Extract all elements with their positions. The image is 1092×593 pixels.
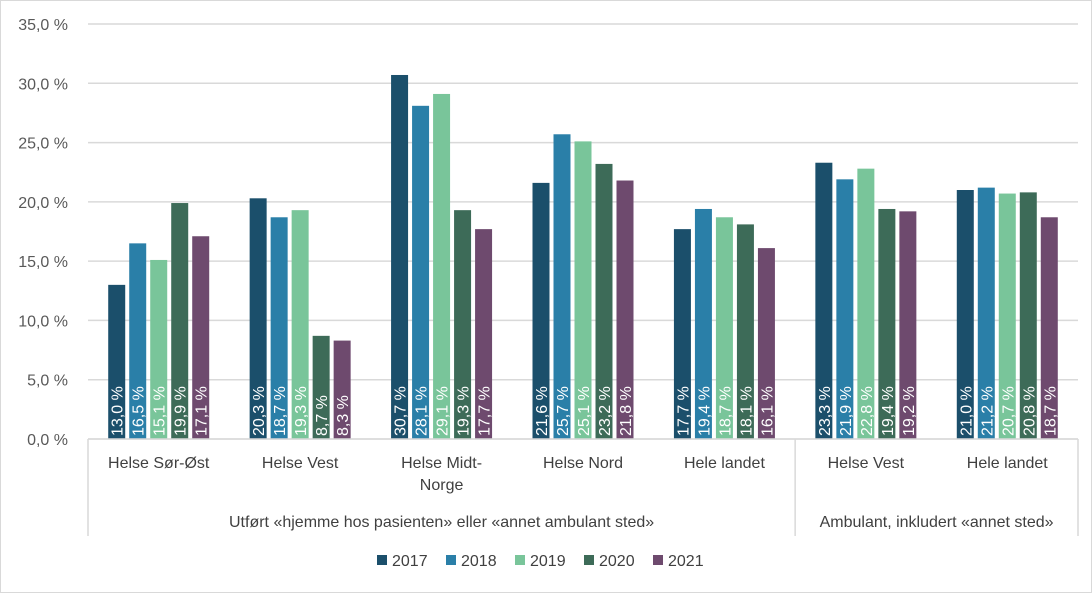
bar-2019 (291, 210, 309, 439)
bar-2020 (312, 335, 330, 439)
data-label: 23,2 % (597, 386, 614, 436)
bar-2020 (454, 210, 472, 439)
x-tick-label: Hele landet (684, 455, 766, 472)
legend-label: 2018 (461, 553, 497, 570)
data-label: 19,2 % (901, 386, 918, 436)
legend-swatch-2018 (446, 555, 456, 565)
bar-2021 (1040, 217, 1058, 439)
x-tick-label: Helse Nord (543, 455, 623, 472)
bar-2018 (694, 208, 712, 439)
bar-2019 (433, 93, 451, 439)
bar-2017 (815, 162, 833, 439)
data-label: 17,1 % (194, 386, 211, 436)
data-label: 21,6 % (534, 386, 551, 436)
legend-swatch-2017 (377, 555, 387, 565)
legend-label: 2020 (599, 553, 635, 570)
bar-2021 (757, 248, 775, 439)
legend-swatch-2020 (584, 555, 594, 565)
data-label: 22,8 % (859, 386, 876, 436)
bar-2019 (574, 141, 592, 439)
bar-2017 (108, 284, 126, 439)
data-label: 17,7 % (675, 386, 692, 436)
data-label: 20,3 % (251, 386, 268, 436)
data-label: 16,1 % (759, 386, 776, 436)
legend-label: 2017 (392, 553, 428, 570)
bar-2020 (736, 224, 754, 439)
bar-2020 (171, 203, 189, 439)
bar-2020 (595, 163, 613, 439)
data-label: 21,0 % (958, 386, 975, 436)
data-label: 19,9 % (173, 386, 190, 436)
legend-swatch-2021 (653, 555, 663, 565)
data-label: 25,7 % (555, 386, 572, 436)
x-tick-label: Hele landet (967, 455, 1049, 472)
bar-2017 (532, 182, 550, 439)
bar-2020 (1019, 192, 1037, 439)
bar-2018 (836, 179, 854, 440)
x-tick-label: Helse Vest (828, 455, 905, 472)
bar-2021 (616, 180, 634, 439)
bar-2021 (899, 211, 917, 439)
bar-2017 (391, 74, 409, 439)
x-tick-label: Helse Midt- (401, 455, 482, 472)
bar-2018 (129, 243, 147, 439)
y-tick-label: 5,0 % (27, 373, 68, 390)
data-label: 21,9 % (838, 386, 855, 436)
data-label: 20,7 % (1000, 386, 1017, 436)
data-label: 16,5 % (131, 386, 148, 436)
bar-2021 (192, 236, 210, 439)
bar-2018 (553, 134, 571, 439)
data-label: 21,2 % (979, 386, 996, 436)
group-label: Utført «hjemme hos pasienten» eller «ann… (229, 514, 654, 531)
legend-swatch-2019 (515, 555, 525, 565)
bar-2019 (857, 168, 875, 439)
bar-2018 (412, 105, 430, 440)
data-label: 23,3 % (817, 386, 834, 436)
y-tick-label: 15,0 % (18, 254, 68, 271)
data-label: 28,1 % (414, 386, 431, 436)
data-label: 8,7 % (314, 395, 331, 436)
bar-2017 (673, 229, 691, 439)
data-label: 30,7 % (393, 386, 410, 436)
group-label: Ambulant, inkludert «annet sted» (820, 514, 1054, 531)
y-tick-label: 35,0 % (18, 17, 68, 34)
bar-2021 (475, 229, 493, 439)
data-label: 20,8 % (1021, 386, 1038, 436)
x-tick-label: Helse Vest (262, 455, 339, 472)
bar-2019 (998, 193, 1016, 439)
y-tick-label: 30,0 % (18, 76, 68, 93)
y-tick-label: 0,0 % (27, 432, 68, 449)
bar-2017 (956, 190, 974, 439)
bar-2018 (977, 187, 995, 439)
y-tick-label: 20,0 % (18, 195, 68, 212)
bar-2018 (270, 217, 288, 439)
x-tick-label: Helse Sør-Øst (108, 455, 210, 472)
data-label: 19,4 % (880, 386, 897, 436)
bar-2017 (249, 198, 267, 439)
data-label: 21,8 % (618, 386, 635, 436)
legend-label: 2019 (530, 553, 566, 570)
data-label: 18,7 % (272, 386, 289, 436)
data-label: 19,3 % (293, 386, 310, 436)
legend-label: 2021 (668, 553, 704, 570)
data-label: 29,1 % (435, 386, 452, 436)
data-label: 13,0 % (110, 386, 127, 436)
data-label: 8,3 % (335, 395, 352, 436)
bar-2020 (878, 208, 896, 439)
data-label: 15,1 % (152, 386, 169, 436)
y-tick-label: 25,0 % (18, 136, 68, 153)
bar-2019 (715, 217, 733, 439)
bar-2021 (333, 340, 351, 439)
data-label: 19,4 % (696, 386, 713, 436)
bar-2019 (150, 259, 168, 439)
data-label: 18,1 % (738, 386, 755, 436)
data-label: 18,7 % (717, 386, 734, 436)
data-label: 25,1 % (576, 386, 593, 436)
data-label: 18,7 % (1042, 386, 1059, 436)
y-tick-label: 10,0 % (18, 313, 68, 330)
data-label: 19,3 % (456, 386, 473, 436)
x-tick-label: Norge (420, 477, 464, 494)
data-label: 17,7 % (477, 386, 494, 436)
